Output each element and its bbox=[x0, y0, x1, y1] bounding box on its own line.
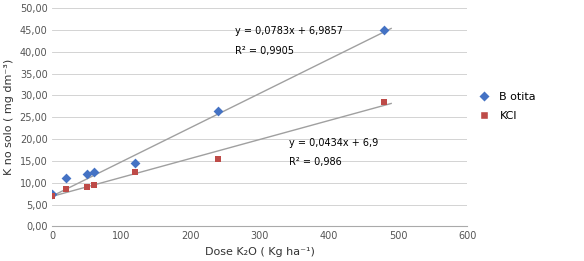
Point bbox=[131, 170, 140, 174]
Point bbox=[48, 194, 57, 198]
Text: y = 0,0783x + 6,9857: y = 0,0783x + 6,9857 bbox=[235, 26, 343, 36]
Point bbox=[131, 161, 140, 165]
Point bbox=[89, 183, 99, 187]
Legend: B otita, KCl: B otita, KCl bbox=[473, 92, 536, 121]
Text: y = 0,0434x + 6,9: y = 0,0434x + 6,9 bbox=[289, 138, 378, 148]
Point bbox=[82, 185, 92, 189]
Point bbox=[89, 170, 99, 174]
Point bbox=[61, 187, 71, 191]
Point bbox=[214, 157, 223, 161]
Text: R² = 0,986: R² = 0,986 bbox=[289, 157, 342, 167]
X-axis label: Dose K₂O ( Kg ha⁻¹): Dose K₂O ( Kg ha⁻¹) bbox=[205, 247, 315, 257]
Text: R² = 0,9905: R² = 0,9905 bbox=[235, 46, 294, 56]
Point bbox=[380, 28, 389, 32]
Point bbox=[82, 172, 92, 176]
Y-axis label: K no solo ( mg dm⁻³): K no solo ( mg dm⁻³) bbox=[4, 59, 14, 175]
Point bbox=[48, 192, 57, 196]
Point bbox=[61, 176, 71, 181]
Point bbox=[214, 109, 223, 113]
Point bbox=[380, 100, 389, 104]
